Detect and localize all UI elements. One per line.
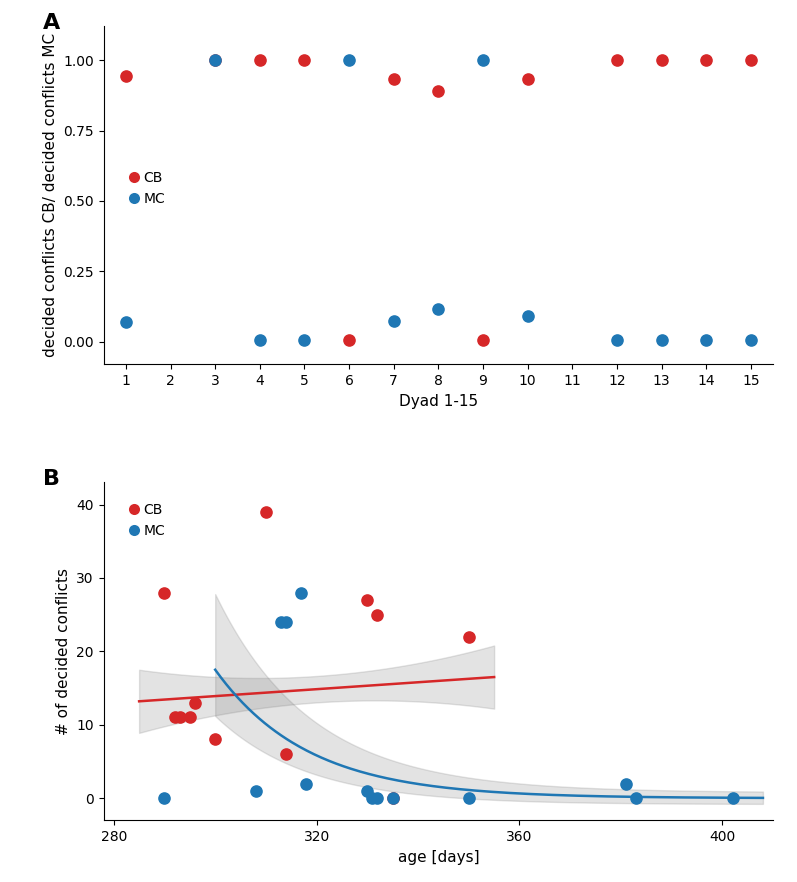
CB [168, 710, 181, 724]
MC [209, 53, 222, 67]
MC [477, 53, 489, 67]
MC [611, 333, 623, 348]
MC [655, 333, 668, 348]
MC [521, 310, 534, 324]
MC [726, 791, 739, 805]
MC [361, 784, 374, 798]
CB [158, 586, 171, 600]
MC [158, 791, 171, 805]
MC [298, 333, 311, 348]
MC [387, 314, 400, 328]
CB [371, 608, 384, 622]
CB [253, 53, 266, 67]
CB [189, 696, 202, 710]
CB [361, 593, 374, 607]
MC [366, 791, 379, 805]
MC [744, 333, 757, 348]
CB [477, 333, 489, 348]
CB [521, 71, 534, 86]
CB [209, 53, 222, 67]
CB [387, 791, 399, 805]
Y-axis label: # of decided conflicts: # of decided conflicts [56, 568, 71, 735]
CB [655, 53, 668, 67]
Text: A: A [43, 13, 61, 33]
MC [432, 303, 445, 317]
MC [120, 315, 132, 329]
CB [387, 71, 400, 86]
CB [209, 732, 222, 746]
MC [275, 615, 288, 629]
Legend: CB, MC: CB, MC [124, 164, 172, 213]
CB [744, 53, 757, 67]
CB [298, 53, 311, 67]
CB [183, 710, 196, 724]
MC [253, 333, 266, 348]
MC [343, 53, 355, 67]
CB [280, 747, 292, 761]
CB [700, 53, 713, 67]
X-axis label: Dyad 1-15: Dyad 1-15 [398, 393, 478, 408]
MC [387, 791, 399, 805]
MC [280, 615, 292, 629]
MC [462, 791, 475, 805]
CB [120, 69, 132, 83]
MC [619, 776, 632, 790]
Legend: CB, MC: CB, MC [124, 497, 172, 545]
MC [371, 791, 384, 805]
MC [700, 333, 713, 348]
CB [343, 333, 355, 348]
CB [260, 505, 273, 519]
CB [611, 53, 623, 67]
X-axis label: age [days]: age [days] [398, 849, 479, 864]
Text: B: B [43, 469, 61, 489]
MC [630, 791, 642, 805]
MC [295, 586, 308, 600]
Y-axis label: decided conflicts CB/ decided conflicts MC: decided conflicts CB/ decided conflicts … [42, 34, 57, 357]
CB [432, 84, 445, 98]
CB [462, 630, 475, 644]
CB [173, 710, 186, 724]
MC [300, 776, 313, 790]
MC [249, 784, 262, 798]
